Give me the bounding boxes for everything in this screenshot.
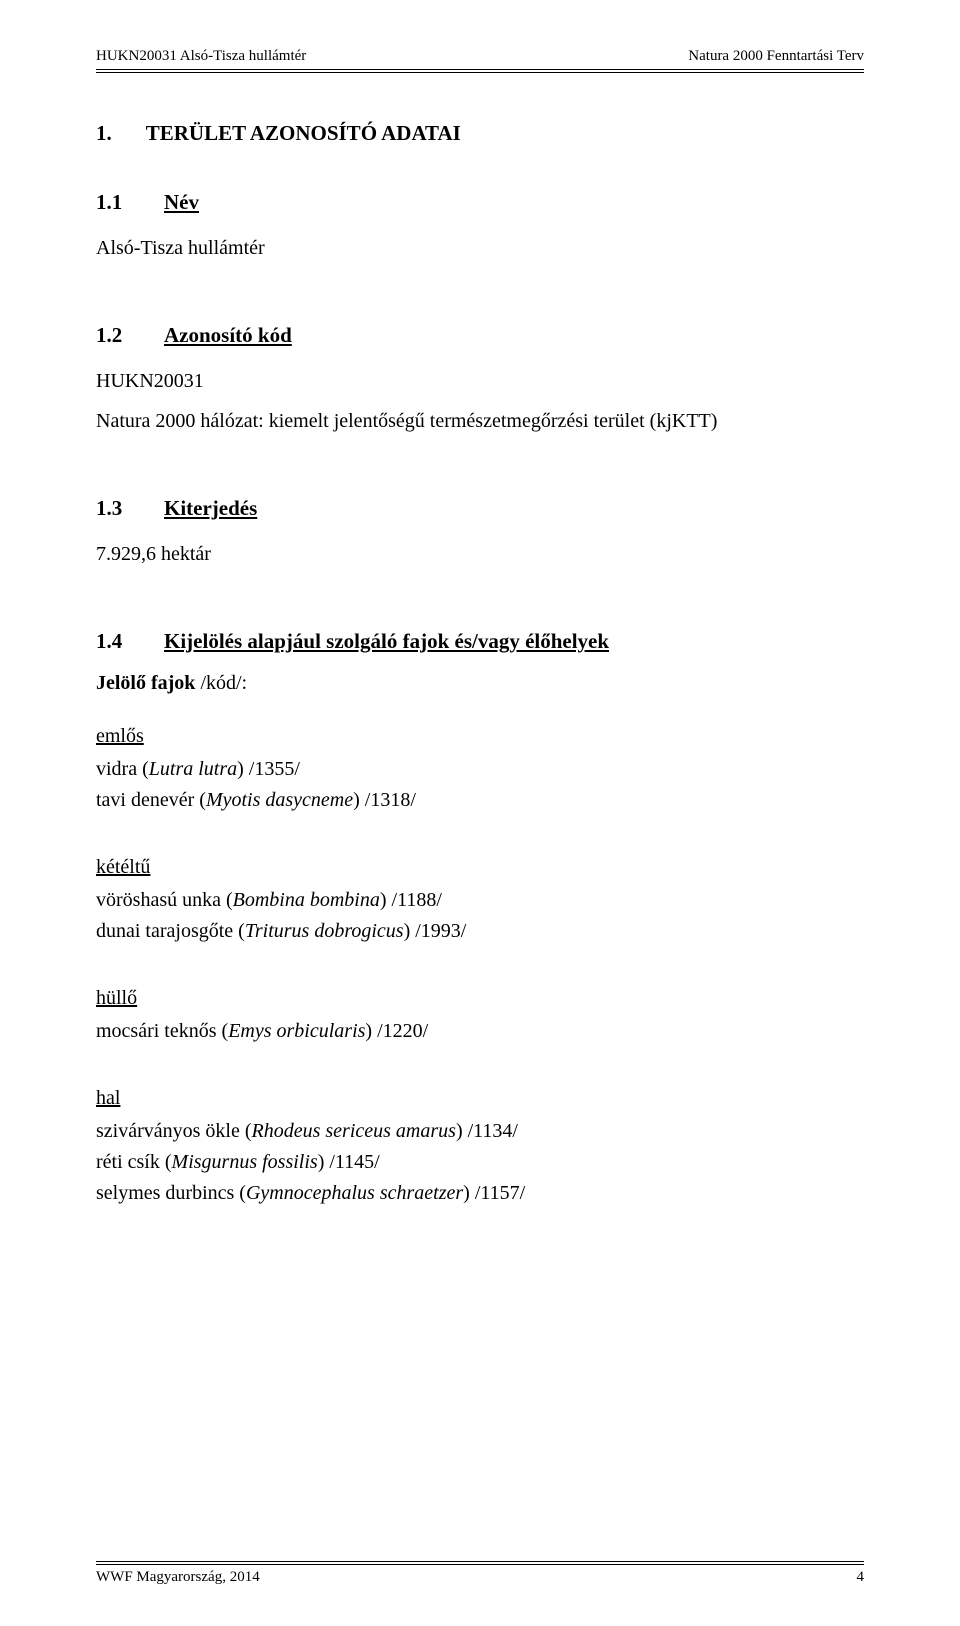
heading-1-1-num: 1.1 xyxy=(96,190,130,215)
species-post: ) /1188/ xyxy=(380,889,442,911)
species-sci: Lutra lutra xyxy=(149,758,237,780)
section-1-1-text: Alsó-Tisza hullámtér xyxy=(96,233,864,263)
species-post: ) /1318/ xyxy=(353,789,416,811)
heading-1-2-num: 1.2 xyxy=(96,323,130,348)
header-left: HUKN20031 Alsó-Tisza hullámtér xyxy=(96,48,306,65)
heading-1-2: 1.2 Azonosító kód xyxy=(96,323,864,348)
species-item: mocsári teknős (Emys orbicularis) /1220/ xyxy=(96,1016,864,1047)
heading-1-1-title: Név xyxy=(164,190,199,215)
section-1-2-desc: Natura 2000 hálózat: kiemelt jelentőségű… xyxy=(96,406,864,436)
species-subhead-prefix: Jelölő fajok xyxy=(96,672,200,694)
species-pre: dunai tarajosgőte ( xyxy=(96,920,245,942)
species-post: ) /1134/ xyxy=(456,1120,518,1142)
species-item: vidra (Lutra lutra) /1355/ xyxy=(96,754,864,785)
species-post: ) /1355/ xyxy=(237,758,300,780)
species-sci: Misgurnus fossilis xyxy=(172,1151,318,1173)
heading-1-title: TERÜLET AZONOSÍTÓ ADATAI xyxy=(146,121,461,146)
heading-1-1: 1.1 Név xyxy=(96,190,864,215)
section-1-2-code: HUKN20031 xyxy=(96,366,864,396)
species-pre: szivárványos ökle ( xyxy=(96,1120,252,1142)
species-item: vöröshasú unka (Bombina bombina) /1188/ xyxy=(96,885,864,916)
species-sci: Rhodeus sericeus amarus xyxy=(252,1120,456,1142)
heading-1-2-title: Azonosító kód xyxy=(164,323,292,348)
species-pre: mocsári teknős ( xyxy=(96,1020,228,1042)
species-pre: tavi denevér ( xyxy=(96,789,206,811)
species-pre: selymes durbincs ( xyxy=(96,1182,246,1204)
species-item: selymes durbincs (Gymnocephalus schraetz… xyxy=(96,1178,864,1209)
heading-1-3-num: 1.3 xyxy=(96,496,130,521)
species-pre: réti csík ( xyxy=(96,1151,172,1173)
heading-1-3-title: Kiterjedés xyxy=(164,496,257,521)
species-pre: vöröshasú unka ( xyxy=(96,889,233,911)
species-subhead: Jelölő fajok /kód/: xyxy=(96,672,864,695)
species-item: dunai tarajosgőte (Triturus dobrogicus) … xyxy=(96,916,864,947)
header-rule-2 xyxy=(96,72,864,73)
heading-1-4-num: 1.4 xyxy=(96,629,130,654)
group-fish-label: hal xyxy=(96,1087,864,1110)
group-mammal-label: emlős xyxy=(96,725,864,748)
heading-1: 1. TERÜLET AZONOSÍTÓ ADATAI xyxy=(96,121,864,146)
species-item: tavi denevér (Myotis dasycneme) /1318/ xyxy=(96,785,864,816)
species-subhead-suffix: /kód/: xyxy=(200,672,247,694)
header-right: Natura 2000 Fenntartási Terv xyxy=(688,48,864,65)
page-header: HUKN20031 Alsó-Tisza hullámtér Natura 20… xyxy=(96,48,864,65)
species-item: réti csík (Misgurnus fossilis) /1145/ xyxy=(96,1147,864,1178)
heading-1-4: 1.4 Kijelölés alapjául szolgáló fajok és… xyxy=(96,629,864,654)
species-sci: Emys orbicularis xyxy=(228,1020,365,1042)
species-sci: Myotis dasycneme xyxy=(206,789,353,811)
section-1-3-text: 7.929,6 hektár xyxy=(96,539,864,569)
species-pre: vidra ( xyxy=(96,758,149,780)
heading-1-num: 1. xyxy=(96,121,112,146)
species-sci: Bombina bombina xyxy=(233,889,380,911)
species-item: szivárványos ökle (Rhodeus sericeus amar… xyxy=(96,1116,864,1147)
footer-rule-2 xyxy=(96,1564,864,1565)
species-post: ) /1145/ xyxy=(318,1151,380,1173)
footer-left: WWF Magyarország, 2014 xyxy=(96,1569,260,1586)
species-post: ) /1993/ xyxy=(404,920,467,942)
page-footer: WWF Magyarország, 2014 4 xyxy=(96,1561,864,1586)
footer-page-number: 4 xyxy=(857,1569,865,1586)
heading-1-3: 1.3 Kiterjedés xyxy=(96,496,864,521)
group-reptile-label: hüllő xyxy=(96,987,864,1010)
species-post: ) /1220/ xyxy=(365,1020,428,1042)
species-post: ) /1157/ xyxy=(463,1182,525,1204)
species-sci: Gymnocephalus schraetzer xyxy=(246,1182,463,1204)
heading-1-4-title: Kijelölés alapjául szolgáló fajok és/vag… xyxy=(164,629,609,654)
species-sci: Triturus dobrogicus xyxy=(245,920,404,942)
group-amphibian-label: kétéltű xyxy=(96,856,864,879)
